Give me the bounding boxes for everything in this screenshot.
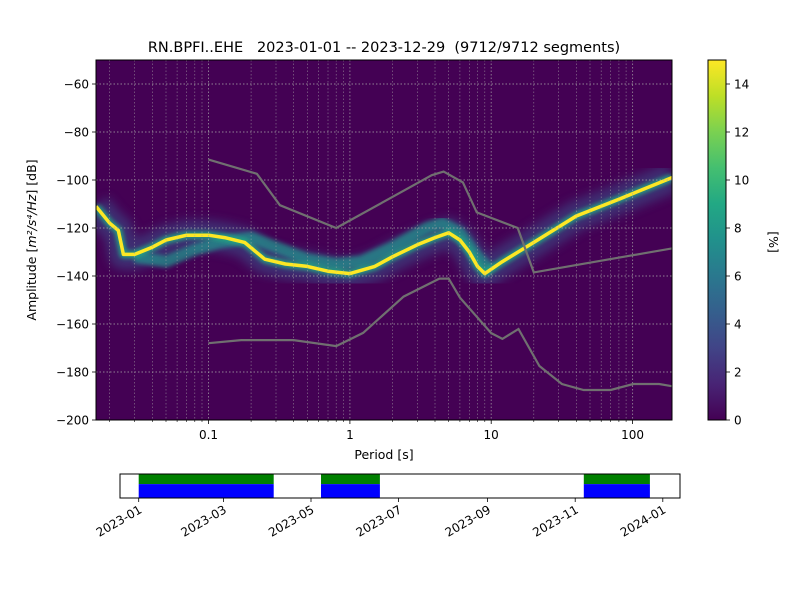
- timeline-segments: [138, 474, 650, 498]
- psd-plot: 0.1 1 10 100 −60 −80 −100 −120 −140 −160 −180 −200: [56, 59, 673, 442]
- x-tick-label: 10: [484, 428, 499, 442]
- y-tick-label: −100: [56, 174, 89, 188]
- plot-frame: [95, 59, 673, 421]
- chart-title: RN.BPFI..EHE 2023-01-01 -- 2023-12-29 (9…: [148, 40, 620, 56]
- timeline-segment-top: [321, 474, 380, 485]
- mode-curve: [96, 175, 672, 276]
- y-tick-label: −160: [56, 318, 89, 332]
- colorbar-tick-label: 14: [734, 78, 749, 92]
- timeline-segment-top: [583, 474, 650, 485]
- colorbar: 0 2 4 6 8 10 12 14 [%]: [707, 59, 781, 428]
- y-tick-label: −200: [56, 414, 89, 428]
- grid-lines: [96, 60, 672, 420]
- colorbar-tick-label: 0: [734, 414, 742, 428]
- y-axis-label: Amplitude [m²/s⁴/Hz] [dB]: [24, 159, 39, 320]
- timeline-tick-label: 2023-05: [266, 502, 316, 539]
- y-axis-label-main: Amplitude [: [24, 248, 39, 321]
- timeline-tick-label: 2023-11: [530, 502, 580, 539]
- timeline-segment-top: [138, 474, 274, 485]
- x-tick-label: 100: [621, 428, 644, 442]
- y-tick-label: −120: [56, 222, 89, 236]
- y-tick-label: −140: [56, 270, 89, 284]
- low-noise-model-line: [208, 277, 672, 392]
- colorbar-gradient: [707, 59, 727, 421]
- colorbar-tick-label: 12: [734, 126, 749, 140]
- timeline-segment-bottom: [321, 484, 380, 498]
- timeline-frame: [119, 473, 681, 499]
- y-axis-label-tail: ] [dB]: [24, 159, 39, 194]
- timeline-tick-label: 2024-01: [618, 502, 668, 539]
- timeline-tick-label: 2023-09: [443, 502, 493, 539]
- colorbar-tick-label: 2: [734, 366, 742, 380]
- x-tick-label: 1: [346, 428, 354, 442]
- colorbar-tick-label: 10: [734, 174, 749, 188]
- timeline-segment-bottom: [138, 484, 274, 498]
- noise-models: [208, 158, 672, 392]
- colorbar-label: [%]: [766, 231, 781, 253]
- high-noise-model-line: [208, 158, 672, 274]
- y-axis-label-unit: m²/s⁴/Hz: [24, 194, 39, 248]
- x-tick-label: 0.1: [199, 428, 218, 442]
- timeline-ticks: 2023-01 2023-03 2023-05 2023-07 2023-09 2023-…: [94, 498, 668, 540]
- x-axis-label: Period [s]: [354, 447, 413, 462]
- data-availability-timeline: 2023-01 2023-03 2023-05 2023-07 2023-09 2023-…: [94, 473, 681, 540]
- y-tick-label: −80: [64, 126, 89, 140]
- y-tick-label: −60: [64, 78, 89, 92]
- colorbar-tick-label: 4: [734, 318, 742, 332]
- timeline-segment-bottom: [583, 484, 650, 498]
- colorbar-tick-label: 6: [734, 270, 742, 284]
- colorbar-ticks: 0 2 4 6 8 10 12 14: [726, 78, 749, 428]
- y-tick-label: −180: [56, 366, 89, 380]
- colorbar-tick-label: 8: [734, 222, 742, 236]
- timeline-tick-label: 2023-01: [94, 502, 144, 539]
- y-axis-ticks: −60 −80 −100 −120 −140 −160 −180 −200: [56, 78, 96, 428]
- x-axis-ticks: 0.1 1 10 100: [109, 420, 644, 442]
- timeline-tick-label: 2023-03: [178, 502, 228, 539]
- timeline-tick-label: 2023-07: [354, 502, 404, 539]
